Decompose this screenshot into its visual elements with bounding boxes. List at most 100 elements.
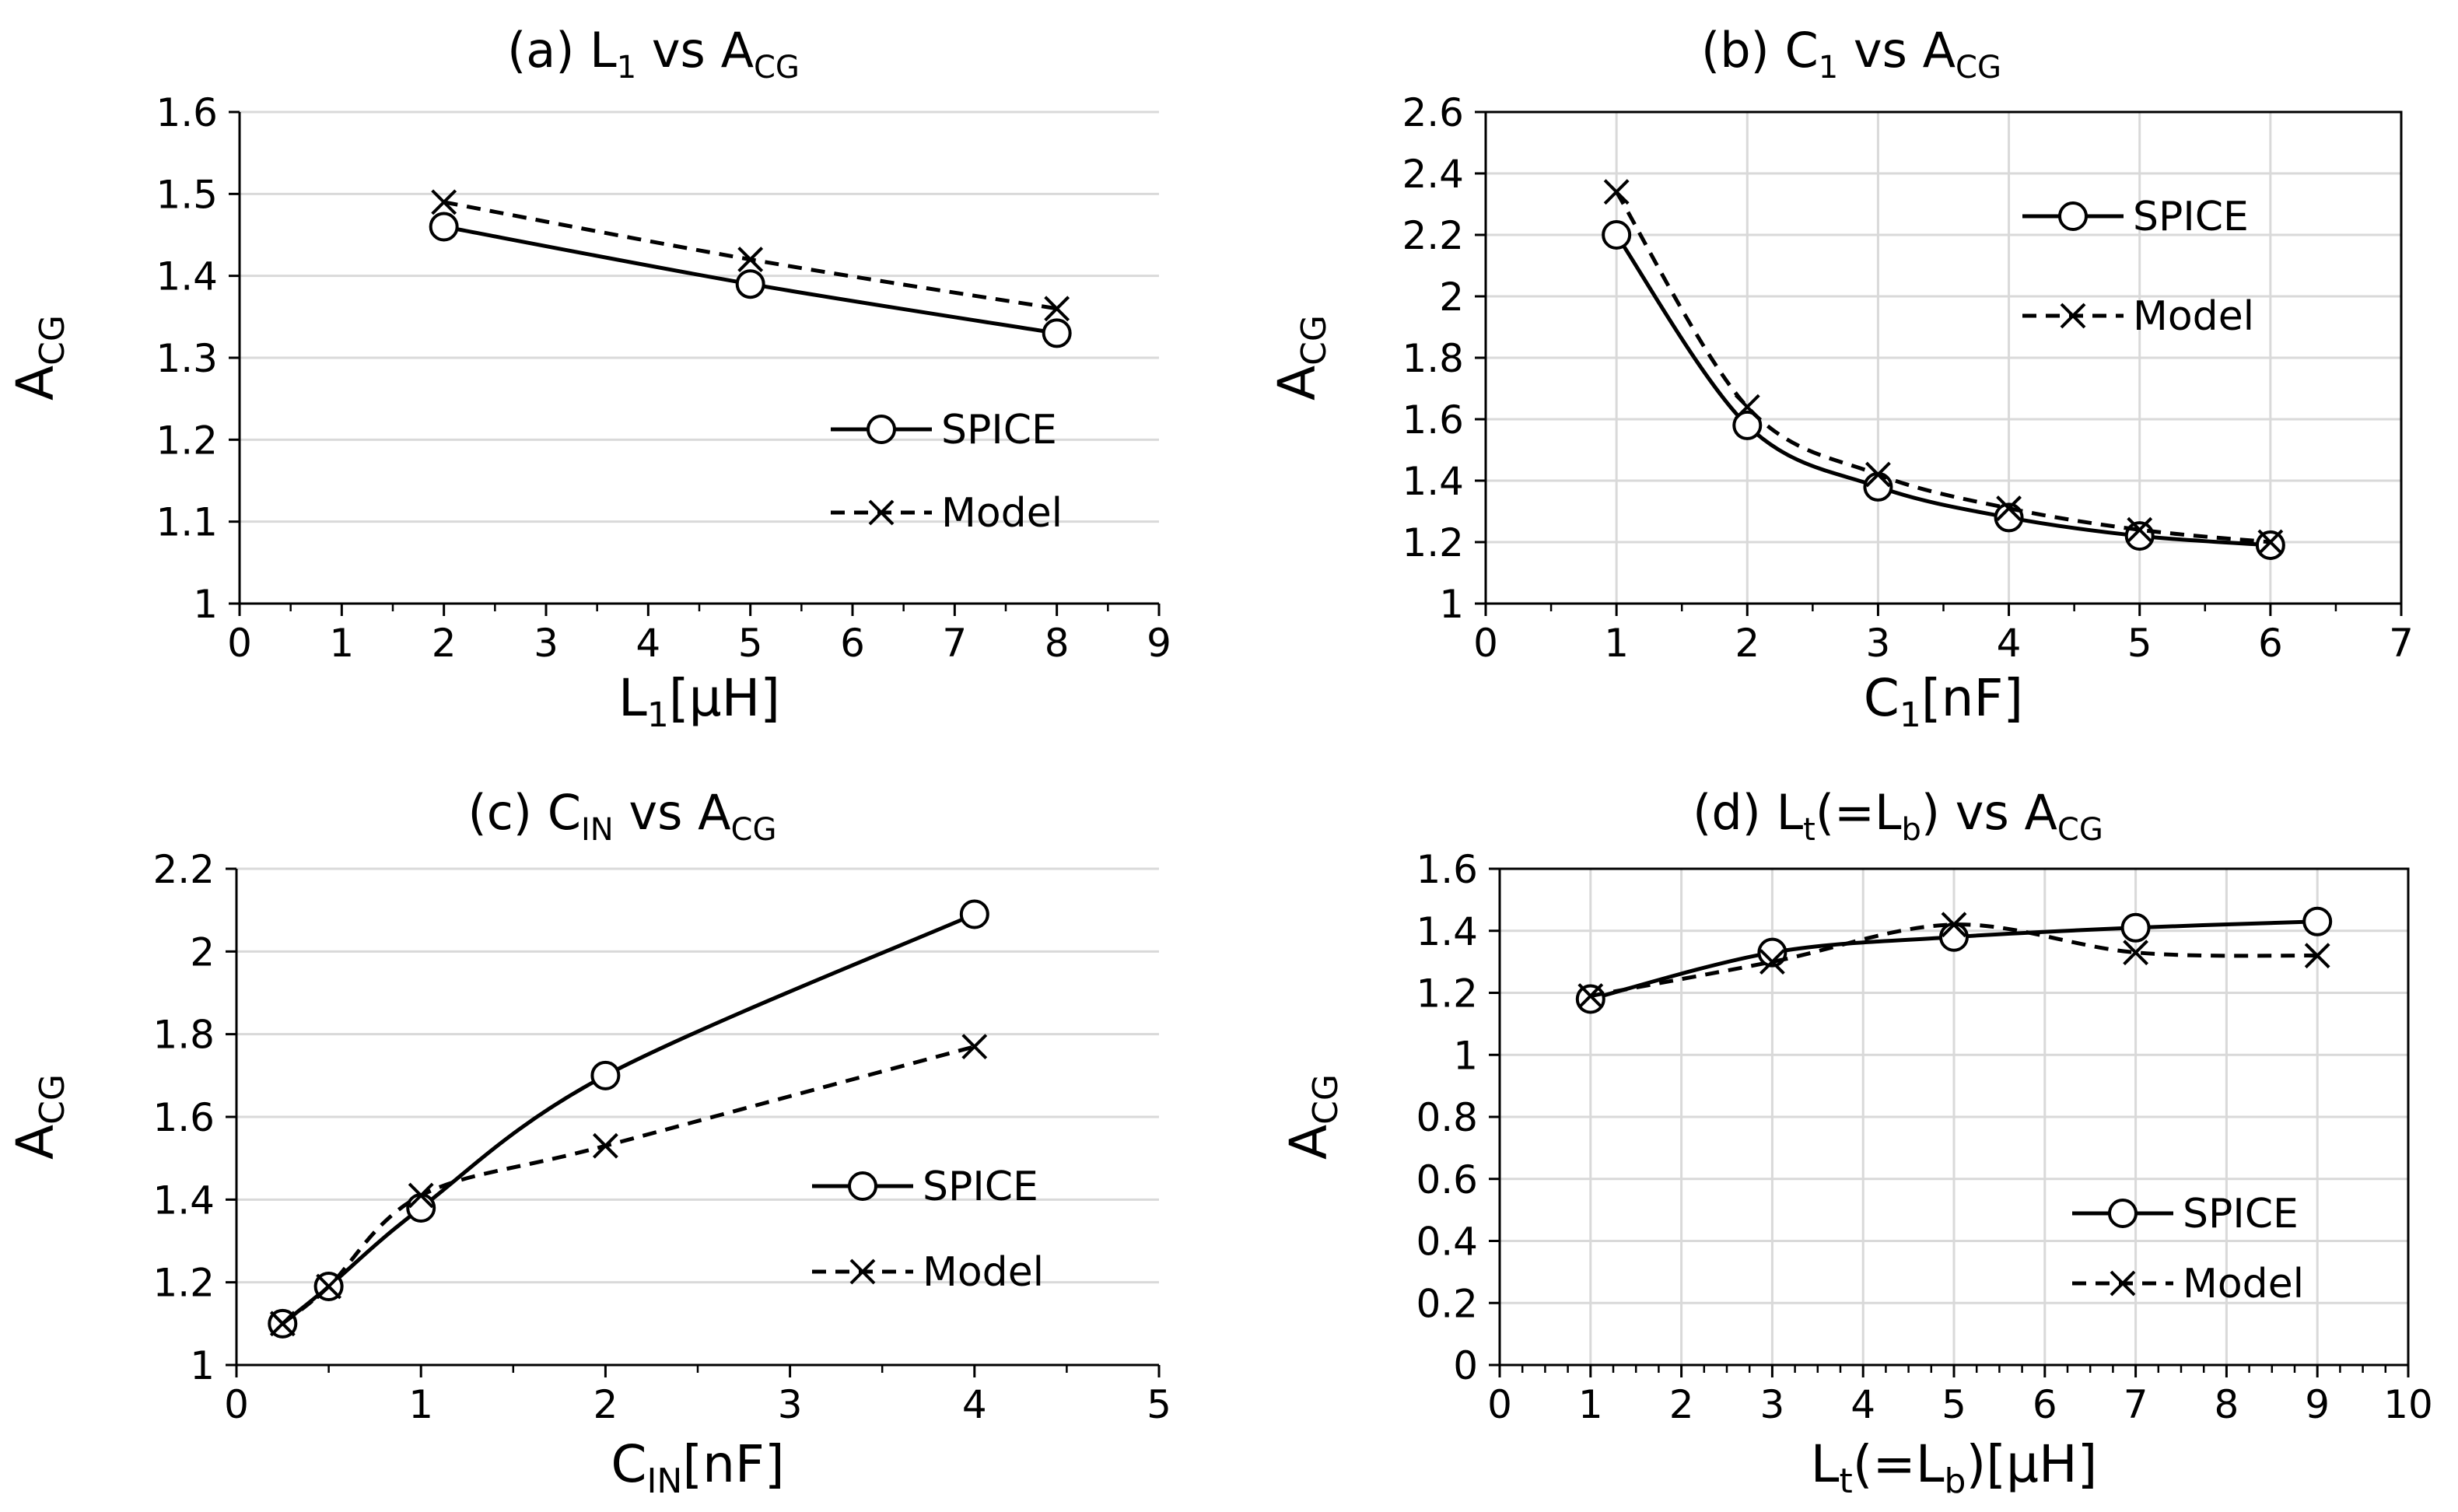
legend-marker	[2058, 201, 2088, 231]
y-tick-label: 2.2	[1402, 213, 1464, 258]
y-tick-label: 1	[190, 1343, 215, 1388]
x-tick-label: 4	[962, 1382, 987, 1427]
y-tick-label: 1.8	[152, 1013, 215, 1058]
legend-label: SPICE	[2183, 1191, 2299, 1237]
legend-label: SPICE	[941, 407, 1057, 453]
x-tick-label: 1	[408, 1382, 433, 1427]
y-tick-label: 1	[1439, 582, 1464, 627]
model-line	[1615, 191, 2271, 544]
x-tick-label: 6	[840, 621, 865, 666]
spice-point	[590, 1060, 621, 1090]
model-point	[1044, 296, 1070, 322]
y-tick-label: 1.2	[1416, 971, 1478, 1017]
y-tick-label: 1.4	[1402, 459, 1464, 504]
spice-point	[2255, 530, 2285, 560]
series-model	[1603, 179, 2284, 555]
model-point	[431, 189, 457, 215]
spice-line	[1615, 233, 2271, 548]
x-tick-label: 4	[1851, 1382, 1875, 1427]
series-model	[269, 1034, 988, 1337]
spice-point	[1042, 318, 1072, 348]
x-tick-label: 2	[1669, 1382, 1694, 1427]
series-model	[1577, 912, 2330, 1009]
model-point	[961, 1034, 988, 1060]
legend-label: Model	[2183, 1261, 2304, 1307]
model-point	[316, 1273, 342, 1300]
y-tick-label: 1.1	[156, 500, 218, 545]
spice-point	[1602, 220, 1632, 250]
y-tick-label: 0.6	[1416, 1157, 1478, 1202]
x-axis-label: CIN[nF]	[611, 1434, 784, 1501]
x-tick-label: 9	[2305, 1382, 2330, 1427]
model-point	[1759, 949, 1785, 975]
model-point	[737, 247, 764, 273]
model-point	[1865, 461, 1891, 488]
x-tick-label: 8	[2214, 1382, 2239, 1427]
y-tick-label: 1.2	[1402, 520, 1464, 565]
spice-point	[1939, 922, 1969, 952]
x-tick-label: 1	[1604, 621, 1629, 666]
model-point	[2257, 529, 2284, 555]
y-axis-label: ACG	[1279, 1074, 1346, 1160]
y-tick-label: 1	[193, 582, 218, 627]
x-tick-label: 6	[2258, 621, 2283, 666]
chart-title: (b) C1 vs ACG	[1701, 22, 2001, 86]
x-tick-label: 6	[2033, 1382, 2057, 1427]
spice-point	[1732, 410, 1763, 440]
x-tick-label: 7	[942, 621, 967, 666]
y-tick-label: 1.8	[1402, 336, 1464, 381]
x-tick-label: 7	[2124, 1382, 2148, 1427]
gridlines	[240, 110, 1159, 523]
y-tick-label: 2	[1439, 275, 1464, 320]
spice-point	[2302, 906, 2333, 936]
legend-label: Model	[2133, 293, 2254, 340]
chart-title: (a) L1 vs ACG	[507, 22, 800, 86]
y-tick-label: 0.4	[1416, 1220, 1478, 1265]
y-tick-label: 1.6	[152, 1095, 215, 1140]
y-tick-label: 2.6	[1402, 90, 1464, 135]
gridlines	[236, 867, 1159, 1284]
x-tick-label: 1	[1578, 1382, 1603, 1427]
legend-marker	[867, 415, 896, 444]
legend: SPICE Model	[812, 1164, 1044, 1296]
model-point	[408, 1182, 434, 1209]
model-point	[1996, 495, 2022, 521]
y-tick-label: 2	[190, 929, 215, 975]
model-point	[1577, 983, 1604, 1009]
model-point	[269, 1311, 296, 1337]
spice-point	[735, 269, 765, 299]
legend-marker	[868, 499, 895, 526]
model-point	[1603, 179, 1630, 205]
chart-d: 0 0.2 0.4 0.6 0.8 1 1.2 1.4 1.6 0 1 2 3 4 5 6 7 8 9 10 (d) L…	[1279, 784, 2433, 1501]
chart-b: 11.21.41.61.822.22.42.60 1 2 3 4 5 6 7(b) C1 vs…	[1267, 22, 2414, 735]
x-tick-label: 3	[1759, 1382, 1784, 1427]
chart-title: (d) Lt(=Lb) vs ACG	[1693, 784, 2103, 848]
model-point	[2123, 940, 2149, 966]
spice-point	[2120, 912, 2151, 943]
spice-point	[429, 212, 459, 242]
series-model	[431, 189, 1070, 322]
y-tick-label: 1.6	[1402, 397, 1464, 443]
y-tick-label: 1.4	[152, 1178, 215, 1223]
model-point	[2304, 943, 2330, 969]
x-tick-label: 0	[224, 1382, 249, 1427]
legend-label: Model	[923, 1249, 1044, 1296]
x-tick-label: 8	[1045, 621, 1070, 666]
legend-label: Model	[941, 490, 1063, 537]
y-tick-label: 2.4	[1402, 152, 1464, 197]
legend-marker	[2060, 303, 2086, 329]
model-point	[2127, 516, 2153, 543]
y-tick-label: 1.6	[1416, 847, 1478, 892]
legend: SPICE Model	[2022, 194, 2254, 340]
y-tick-label: 0	[1453, 1343, 1478, 1388]
chart-c: 11.21.41.61.822.20 1 2 3 4 5(c) CIN vs ACGCIN…	[5, 784, 1171, 1501]
legend-marker	[2110, 1270, 2136, 1297]
y-tick-label: 1.4	[156, 254, 218, 299]
x-tick-label: 5	[1147, 1382, 1171, 1427]
x-tick-label: 5	[2127, 621, 2152, 666]
spice-point	[406, 1192, 436, 1223]
spice-point	[1575, 984, 1605, 1014]
y-tick-label: 1.5	[156, 172, 218, 217]
y-tick-label: 1.4	[1416, 909, 1478, 954]
